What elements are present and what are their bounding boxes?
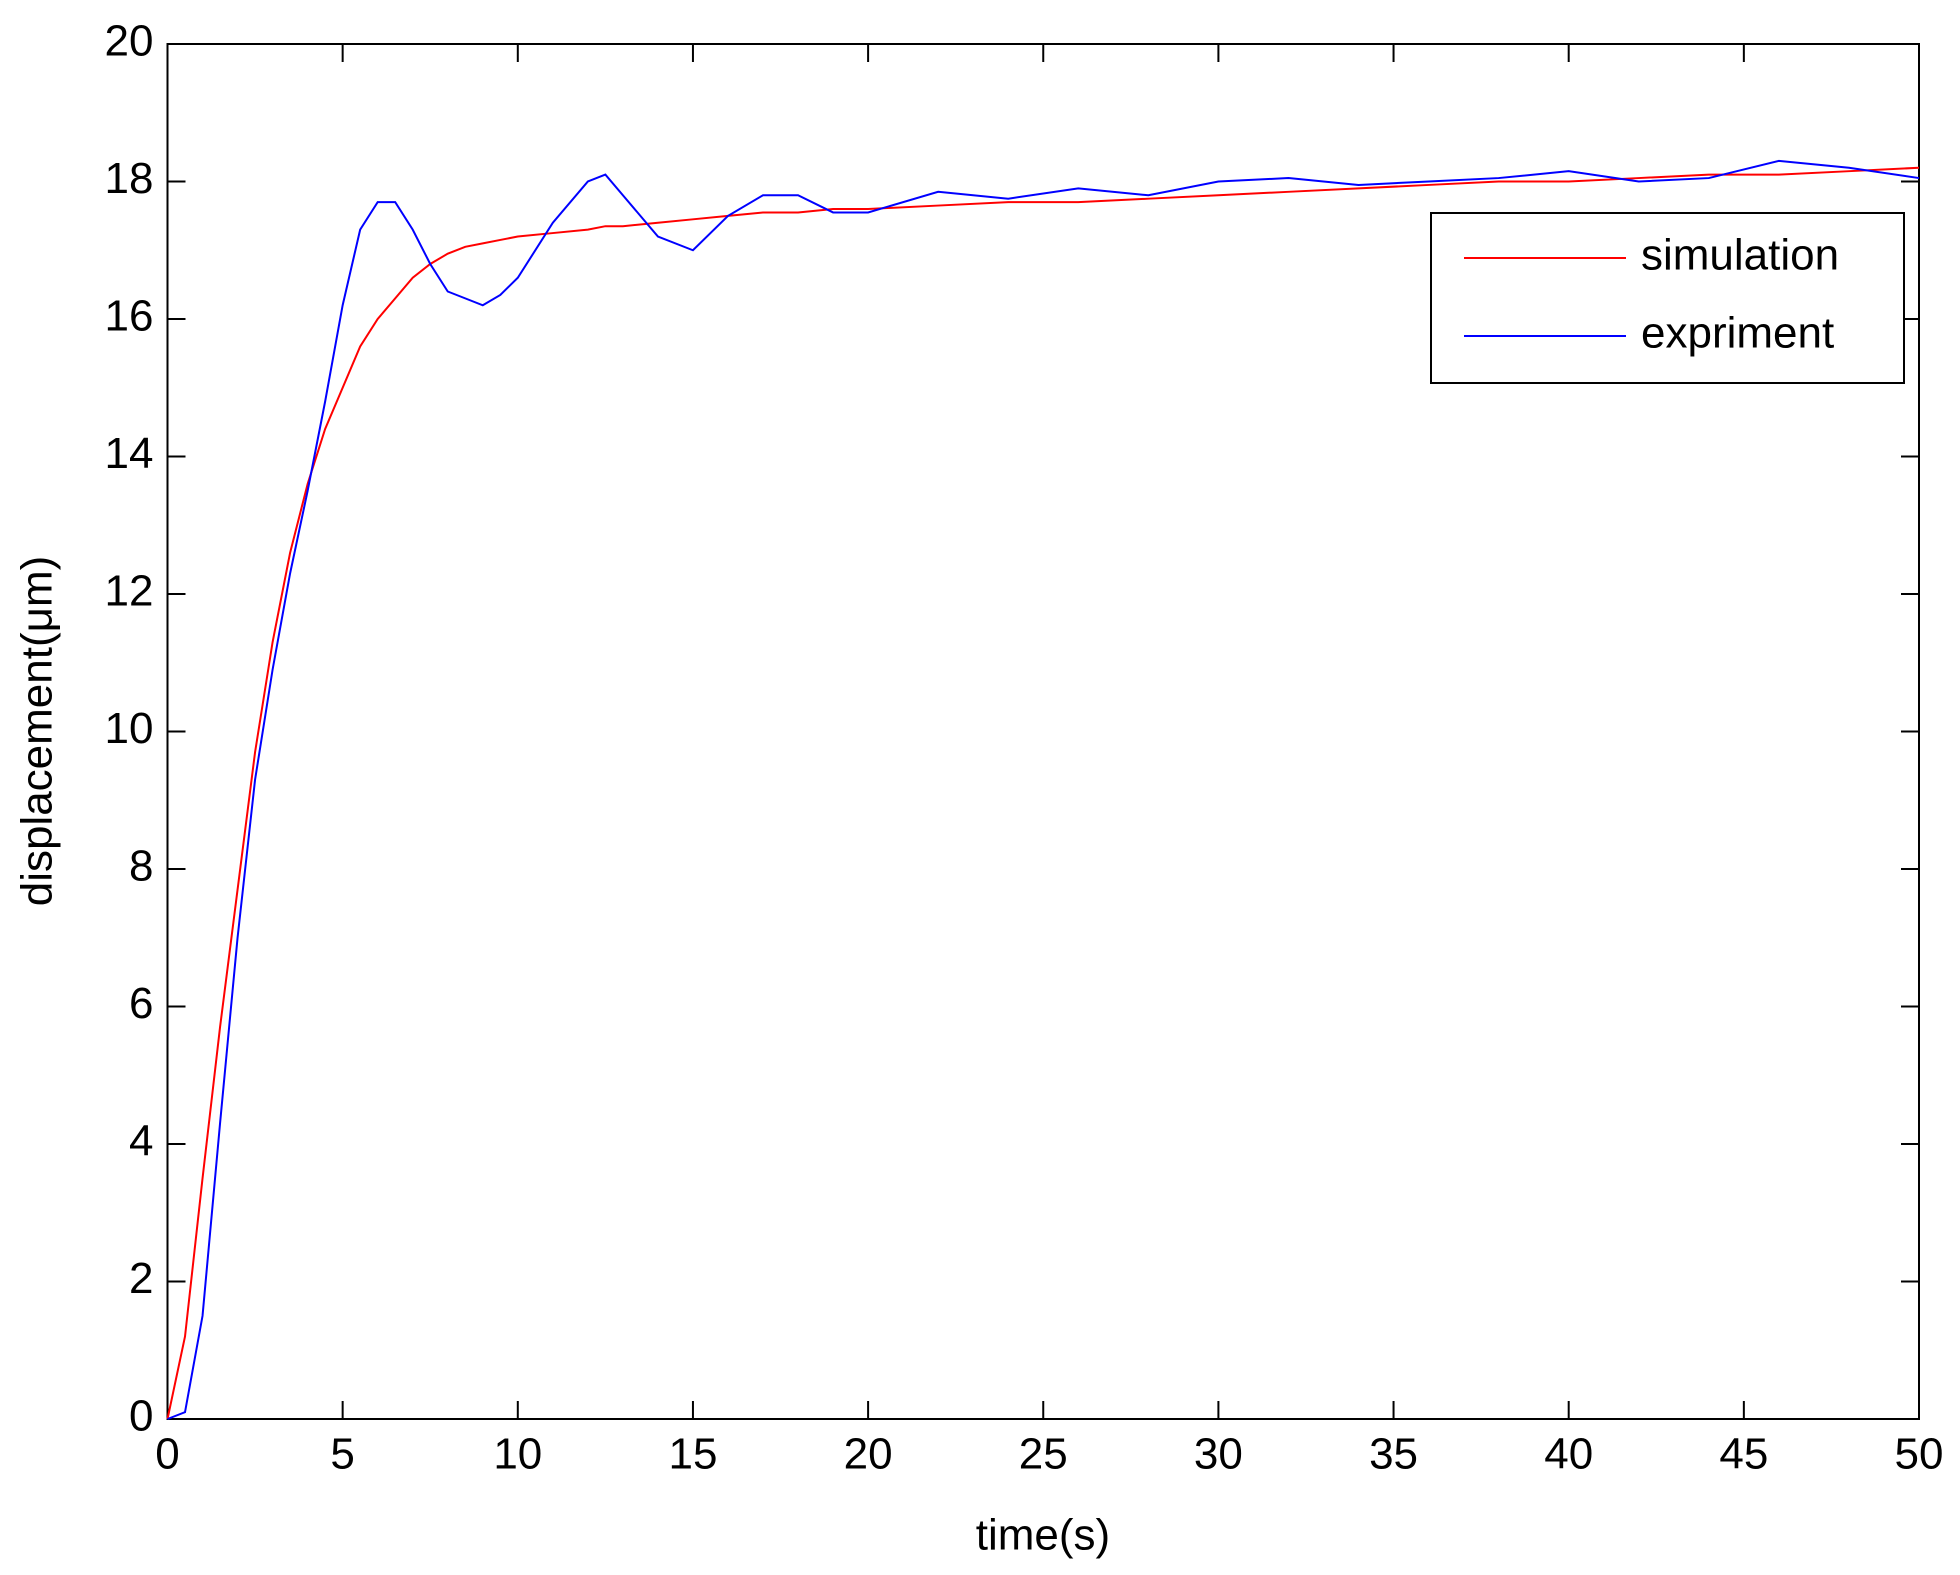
legend-label: expriment [1641, 309, 1834, 358]
x-tick-label: 10 [493, 1430, 542, 1479]
y-tick-label: 10 [105, 704, 154, 753]
x-tick-label: 5 [330, 1430, 354, 1479]
y-tick-label: 8 [129, 842, 153, 891]
y-tick-label: 2 [129, 1254, 153, 1303]
y-tick-label: 6 [129, 979, 153, 1028]
x-tick-label: 15 [668, 1430, 717, 1479]
legend-label: simulation [1641, 231, 1839, 280]
y-tick-label: 20 [105, 17, 154, 66]
x-tick-label: 0 [155, 1430, 179, 1479]
y-tick-label: 0 [129, 1392, 153, 1441]
x-tick-label: 50 [1895, 1430, 1944, 1479]
legend-box [1430, 212, 1905, 384]
x-tick-label: 20 [844, 1430, 893, 1479]
data-line [166, 166, 1920, 1420]
y-tick-label: 18 [105, 154, 154, 203]
x-axis-label: time(s) [976, 1511, 1110, 1560]
data-line [167, 159, 1920, 1420]
y-tick-label: 16 [105, 292, 154, 341]
x-tick-label: 35 [1369, 1430, 1418, 1479]
x-tick-label: 25 [1019, 1430, 1068, 1479]
x-tick-label: 45 [1719, 1430, 1768, 1479]
y-axis-label: displacement(μm) [13, 556, 62, 907]
y-tick-label: 4 [129, 1117, 153, 1166]
y-tick-label: 14 [105, 429, 154, 478]
y-tick-label: 12 [105, 567, 154, 616]
x-tick-label: 40 [1544, 1430, 1593, 1479]
x-tick-label: 30 [1194, 1430, 1243, 1479]
